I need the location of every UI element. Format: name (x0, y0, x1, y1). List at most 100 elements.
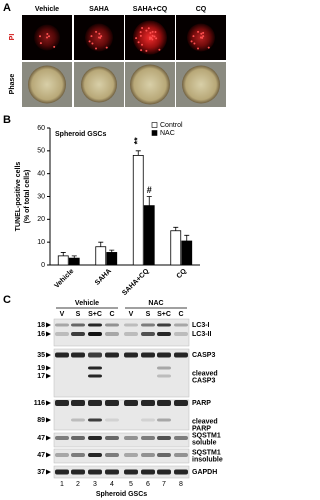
error-bar (98, 241, 104, 247)
band (88, 323, 102, 327)
annotation: ** (133, 137, 143, 145)
band (157, 352, 171, 358)
pi-dot (207, 46, 210, 49)
band (141, 418, 155, 422)
band (157, 374, 171, 378)
group-label: NAC (148, 300, 163, 307)
band (174, 469, 188, 475)
band (71, 323, 85, 327)
pi-dot (190, 40, 193, 43)
lane-number: 3 (93, 481, 97, 488)
lane-label: V (60, 311, 65, 318)
band (141, 436, 155, 440)
error-bar (71, 255, 77, 259)
pi-dot (197, 47, 200, 50)
pi-dot (141, 27, 144, 30)
band (157, 469, 171, 475)
band (105, 400, 119, 406)
pi-dot (141, 43, 144, 46)
band (124, 436, 138, 440)
pi-dot (202, 35, 205, 38)
band (174, 323, 188, 327)
pi-dot (137, 41, 140, 44)
pi-dot (99, 36, 102, 39)
lane-number: 6 (146, 481, 150, 488)
protein-label: SQSTM1 (192, 449, 221, 456)
band (157, 366, 171, 370)
pi-dot (46, 32, 49, 35)
column-label: SAHA+CQ (133, 6, 168, 13)
column-label: CQ (196, 6, 207, 13)
footer: Spheroid GSCs (96, 491, 147, 498)
protein-label: GAPDH (192, 469, 217, 476)
lane-label: V (129, 311, 134, 318)
y-tick-label: 20 (37, 216, 45, 223)
y-tick-label: 30 (37, 193, 45, 200)
band (71, 469, 85, 475)
band (55, 436, 69, 440)
mw-marker: 116 (34, 400, 45, 407)
band (55, 400, 69, 406)
lane-label: S+C (157, 311, 171, 318)
lane-number: 8 (179, 481, 183, 488)
band (124, 400, 138, 406)
band (88, 453, 102, 457)
pi-dot (105, 46, 108, 49)
pi-dot (200, 32, 203, 35)
band (71, 418, 85, 422)
band (157, 453, 171, 457)
mw-marker: 16 (37, 331, 45, 338)
pi-dot (148, 38, 151, 41)
band (105, 323, 119, 327)
chart-title: Spheroid GSCs (55, 131, 106, 138)
band (124, 469, 138, 475)
marker-arrow (46, 452, 51, 458)
pi-dot (88, 40, 91, 43)
marker-arrow (46, 322, 51, 328)
protein-label: CASP3 (192, 377, 215, 384)
lane-label: S (76, 311, 81, 318)
band (55, 332, 69, 336)
protein-label: cleaved (192, 418, 218, 425)
bar (132, 154, 144, 266)
column-label: SAHA (89, 6, 109, 13)
bar (57, 255, 69, 266)
marker-arrow (46, 417, 51, 423)
row-label: PI (9, 34, 16, 41)
lane-label: S (146, 311, 151, 318)
error-bar (135, 150, 141, 156)
band (157, 436, 171, 440)
lane-label: S+C (88, 311, 102, 318)
band (105, 453, 119, 457)
band (71, 352, 85, 358)
band (157, 323, 171, 327)
bar (106, 252, 118, 266)
panel-label: B (3, 114, 11, 126)
pi-dot (158, 48, 161, 51)
pi-dot (202, 31, 205, 34)
band (88, 436, 102, 440)
marker-arrow (46, 331, 51, 337)
band (71, 332, 85, 336)
band (141, 469, 155, 475)
pi-dot (149, 31, 152, 34)
band (141, 453, 155, 457)
error-bar (60, 252, 66, 256)
band (88, 352, 102, 358)
pi-dot (149, 36, 151, 39)
pi-dot (53, 45, 56, 48)
band (157, 400, 171, 406)
band (88, 366, 102, 370)
y-axis-label: (% of total cells) (24, 170, 31, 224)
error-bar (109, 249, 115, 253)
band (157, 332, 171, 336)
phase-spheroid (81, 66, 117, 103)
pi-dot (145, 29, 148, 32)
blot (53, 465, 190, 479)
phase-spheroid (28, 65, 66, 104)
band (174, 453, 188, 457)
legend-label: NAC (160, 130, 175, 137)
band (71, 436, 85, 440)
band (124, 323, 138, 327)
marker-arrow (46, 400, 51, 406)
